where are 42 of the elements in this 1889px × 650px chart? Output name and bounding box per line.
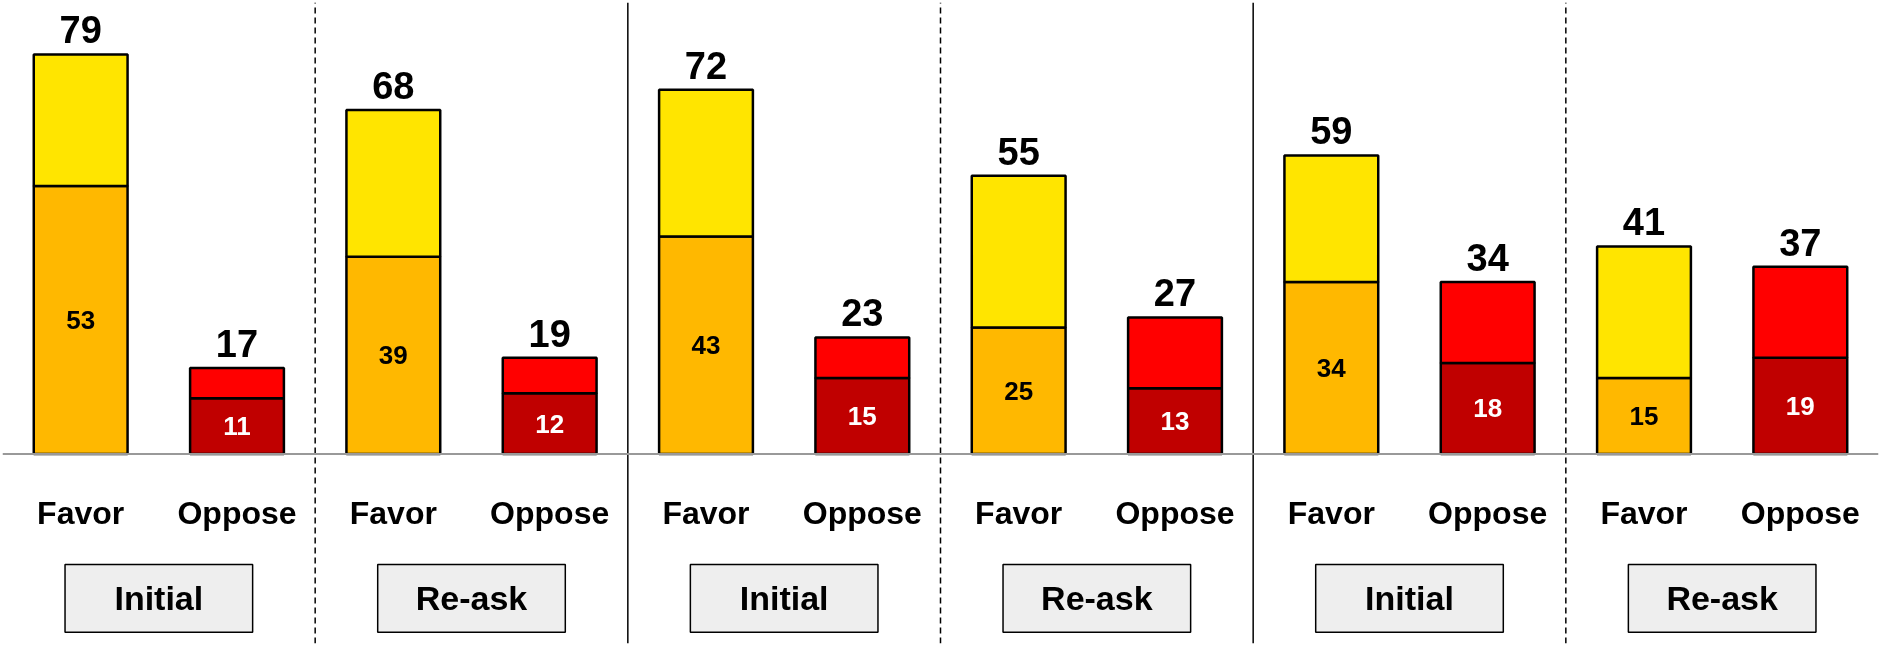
total-label: 59 bbox=[1310, 110, 1353, 153]
data-label: 11 bbox=[223, 411, 251, 442]
total-label: 17 bbox=[215, 322, 259, 365]
data-label: 13 bbox=[1160, 406, 1190, 437]
data-label: 34 bbox=[1316, 352, 1347, 383]
text: Re-ask bbox=[1666, 579, 1779, 618]
total-label: 34 bbox=[1466, 236, 1509, 279]
data-label: 15 bbox=[1629, 400, 1659, 431]
total-label: 79 bbox=[59, 9, 102, 52]
data-label: 25 bbox=[1004, 375, 1034, 406]
text: Initial bbox=[114, 579, 204, 618]
text: Initial bbox=[739, 579, 829, 618]
text: Initial bbox=[1365, 579, 1454, 618]
x-tick-label: Oppose bbox=[1115, 494, 1235, 531]
data-label: 19 bbox=[1785, 390, 1815, 421]
total-label: 72 bbox=[684, 44, 728, 87]
data-label: 39 bbox=[378, 340, 408, 371]
text: Re-ask bbox=[415, 579, 528, 618]
x-tick-label: Favor bbox=[1287, 494, 1375, 531]
total-label: 68 bbox=[372, 64, 415, 107]
data-label: 12 bbox=[535, 408, 565, 439]
x-tick-label: Favor bbox=[37, 494, 125, 531]
total-label: 27 bbox=[1153, 272, 1197, 315]
x-tick-label: Oppose bbox=[490, 494, 610, 531]
x-tick-label: Favor bbox=[1600, 494, 1688, 531]
total-label: 41 bbox=[1622, 201, 1666, 244]
total-label: 37 bbox=[1779, 221, 1822, 264]
data-label: 15 bbox=[847, 400, 877, 431]
data-label: 18 bbox=[1473, 393, 1503, 424]
data-label: 53 bbox=[66, 304, 96, 335]
x-tick-label: Oppose bbox=[177, 494, 297, 531]
x-tick-label: Favor bbox=[349, 494, 437, 531]
x-tick-label: Oppose bbox=[802, 494, 922, 531]
data-label: 43 bbox=[691, 330, 721, 361]
total-label: 19 bbox=[528, 312, 571, 355]
x-tick-label: Oppose bbox=[1740, 494, 1860, 531]
total-label: 23 bbox=[841, 292, 884, 335]
x-tick-label: Oppose bbox=[1428, 494, 1548, 531]
x-tick-label: Favor bbox=[662, 494, 750, 531]
text: Re-ask bbox=[1041, 579, 1153, 618]
x-tick-label: Favor bbox=[975, 494, 1063, 531]
total-label: 55 bbox=[997, 130, 1040, 173]
